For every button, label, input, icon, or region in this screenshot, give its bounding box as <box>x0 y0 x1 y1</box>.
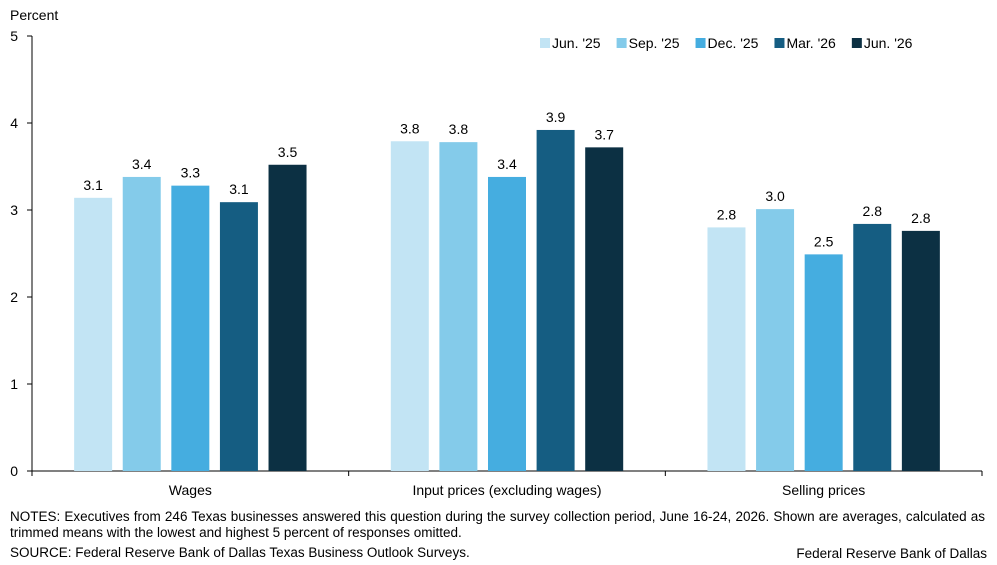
chart-bars: 3.1 3.4 3.3 3.1 3.5 3.8 3.8 3.4 3.9 3.7 2.8 3.0 2.5 2… <box>74 109 940 472</box>
bar <box>901 230 940 471</box>
x-category-label: Input prices (excluding wages) <box>412 482 601 498</box>
y-axis-label: Percent <box>10 7 58 23</box>
y-tick-label: 1 <box>10 376 18 392</box>
bar <box>268 164 307 471</box>
bar <box>122 176 161 471</box>
bar-value-label: 3.3 <box>181 165 201 181</box>
legend-swatch <box>540 38 550 48</box>
bar-value-label: 3.1 <box>83 177 103 193</box>
y-tick-label: 0 <box>10 463 18 479</box>
bar <box>171 185 210 471</box>
bar <box>488 176 526 471</box>
legend-label: Jun. '25 <box>552 35 601 51</box>
legend-label: Jun. '26 <box>864 35 913 51</box>
legend-swatch <box>616 38 627 48</box>
legend-label: Dec. '25 <box>708 35 759 51</box>
bar-value-label: 3.4 <box>132 156 152 172</box>
bar-chart: Percent 0 1 2 3 4 5 Wages Input prices (excludin… <box>10 7 983 498</box>
bar <box>74 197 113 471</box>
bar-value-label: 2.5 <box>814 233 834 249</box>
bar <box>756 209 795 471</box>
legend-swatch <box>774 38 785 48</box>
bar <box>804 254 843 471</box>
bar <box>853 223 892 471</box>
bar <box>439 142 478 471</box>
publisher-credit: Federal Reserve Bank of Dallas <box>796 546 987 561</box>
chart-source: SOURCE: Federal Reserve Bank of Dallas T… <box>10 545 470 560</box>
x-category-label: Selling prices <box>782 482 865 498</box>
legend-label: Mar. '26 <box>786 35 836 51</box>
bar-value-label: 3.1 <box>229 181 249 197</box>
legend-swatch <box>695 38 706 48</box>
bar-value-label: 3.8 <box>400 120 420 136</box>
bar-value-label: 3.0 <box>765 188 785 204</box>
y-tick-label: 3 <box>10 202 18 218</box>
bar-value-label: 3.9 <box>546 109 566 125</box>
legend-label: Sep. '25 <box>629 35 680 51</box>
y-tick-label: 5 <box>10 28 18 44</box>
bar <box>536 129 575 471</box>
bar-value-label: 3.5 <box>278 144 298 160</box>
bar-value-label: 3.4 <box>497 156 517 172</box>
bar-value-label: 2.8 <box>717 206 737 222</box>
bar-value-label: 3.7 <box>594 126 614 142</box>
chart-legend: Jun. '25 Sep. '25 Dec. '25 Mar. '26 Jun. '26 <box>540 35 913 51</box>
chart-notes: NOTES: Executives from 246 Texas busines… <box>10 509 985 540</box>
bar <box>585 147 624 472</box>
legend-swatch <box>851 38 862 48</box>
y-tick-label: 4 <box>10 115 18 131</box>
bar <box>707 227 746 471</box>
bar-value-label: 3.8 <box>449 121 469 137</box>
bar <box>219 202 258 472</box>
bar-value-label: 2.8 <box>911 210 931 226</box>
x-category-label: Wages <box>169 482 212 498</box>
bar-value-label: 2.8 <box>863 203 883 219</box>
bar <box>390 141 429 471</box>
y-tick-label: 2 <box>10 289 18 305</box>
